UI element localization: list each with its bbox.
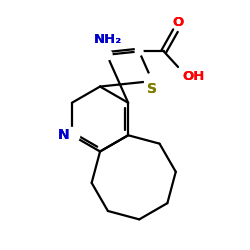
Circle shape xyxy=(144,73,160,89)
Text: NH₂: NH₂ xyxy=(94,33,122,46)
Text: NH₂: NH₂ xyxy=(94,33,122,46)
Text: O: O xyxy=(172,16,184,29)
Text: N: N xyxy=(58,128,69,142)
Text: O: O xyxy=(172,16,184,29)
Circle shape xyxy=(135,48,143,55)
Circle shape xyxy=(102,50,112,60)
Circle shape xyxy=(64,128,80,143)
Text: S: S xyxy=(147,82,157,96)
Text: OH: OH xyxy=(182,70,204,82)
Text: N: N xyxy=(58,128,69,142)
Text: S: S xyxy=(147,82,157,96)
Text: OH: OH xyxy=(182,70,204,82)
